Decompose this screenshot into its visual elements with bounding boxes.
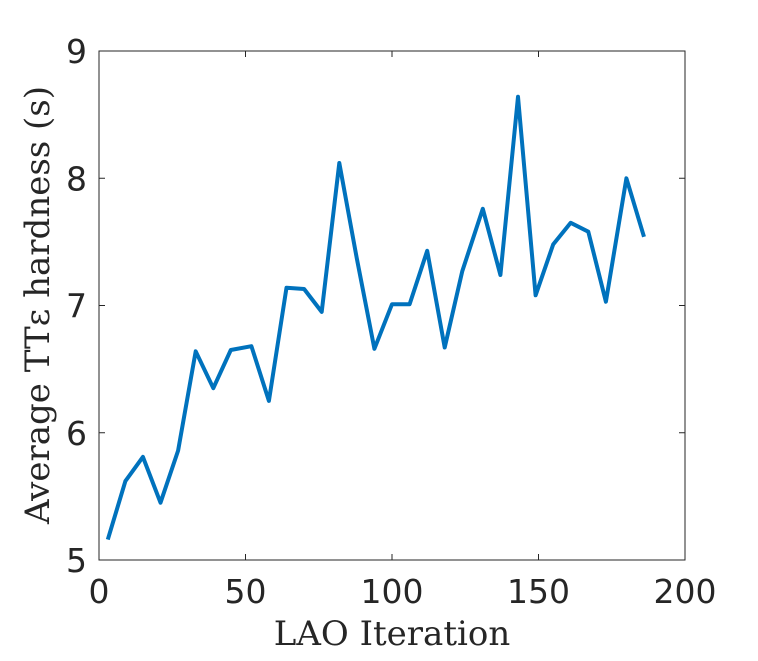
x-tick-label: 0 [89, 572, 110, 611]
x-tick-label: 150 [507, 572, 570, 611]
y-tick-label: 6 [66, 414, 87, 453]
axis-ticks [98, 50, 686, 561]
y-tick-label: 9 [66, 32, 87, 71]
x-tick-label: 200 [654, 572, 717, 611]
y-tick-label: 8 [66, 159, 87, 198]
x-tick-label: 50 [225, 572, 267, 611]
x-tick-label: 100 [361, 572, 424, 611]
y-axis-label: Average TTε hardness (s) [18, 86, 58, 525]
x-tick-labels: 0 50 100 150 200 [89, 572, 717, 611]
x-axis-label: LAO Iteration [274, 614, 510, 654]
y-tick-labels: 5 6 7 8 9 [66, 32, 87, 580]
y-tick-label: 7 [66, 287, 87, 326]
series-line [105, 94, 646, 541]
y-tick-label: 5 [66, 541, 87, 580]
